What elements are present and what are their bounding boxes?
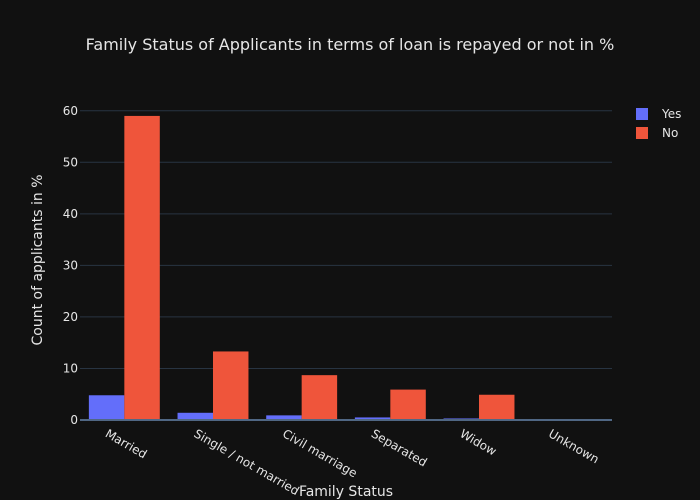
x-tick-label: Unknown <box>546 426 601 466</box>
x-tick-label: Married <box>103 426 150 461</box>
legend-swatch-no[interactable] <box>636 127 648 139</box>
y-axis-ticks: 0 10 20 30 40 50 60 <box>63 104 78 427</box>
y-tick-label: 40 <box>63 207 78 221</box>
legend-swatch-yes[interactable] <box>636 108 648 120</box>
x-tick-label: Separated <box>369 426 430 469</box>
y-tick-label: 0 <box>70 413 78 427</box>
y-tick-label: 30 <box>63 258 78 272</box>
bar-no-separated[interactable] <box>390 389 426 420</box>
legend-label-yes[interactable]: Yes <box>661 107 681 121</box>
bar-yes-single-not-married[interactable] <box>177 412 213 420</box>
bar-yes-married[interactable] <box>88 395 125 420</box>
y-tick-label: 10 <box>63 361 78 375</box>
bar-no-widow[interactable] <box>479 394 515 420</box>
bars <box>80 115 612 421</box>
gridlines <box>80 110 612 369</box>
y-axis-label: Count of applicants in % <box>30 174 46 345</box>
y-tick-label: 20 <box>63 310 78 324</box>
bar-no-civil-marriage[interactable] <box>301 375 338 420</box>
x-axis-label: Family Status <box>299 484 393 500</box>
legend[interactable]: Yes No <box>636 107 681 140</box>
bar-no-single-not-married[interactable] <box>213 351 249 420</box>
x-tick-label: Civil marriage <box>280 426 359 480</box>
bar-no-married[interactable] <box>124 115 160 420</box>
bar-yes-separated[interactable] <box>354 417 391 420</box>
legend-label-no[interactable]: No <box>662 126 678 140</box>
bar-yes-civil-marriage[interactable] <box>266 415 302 420</box>
x-tick-label: Widow <box>458 426 500 458</box>
y-tick-label: 50 <box>63 155 78 169</box>
chart-title: Family Status of Applicants in terms of … <box>86 35 615 54</box>
y-tick-label: 60 <box>63 104 78 118</box>
